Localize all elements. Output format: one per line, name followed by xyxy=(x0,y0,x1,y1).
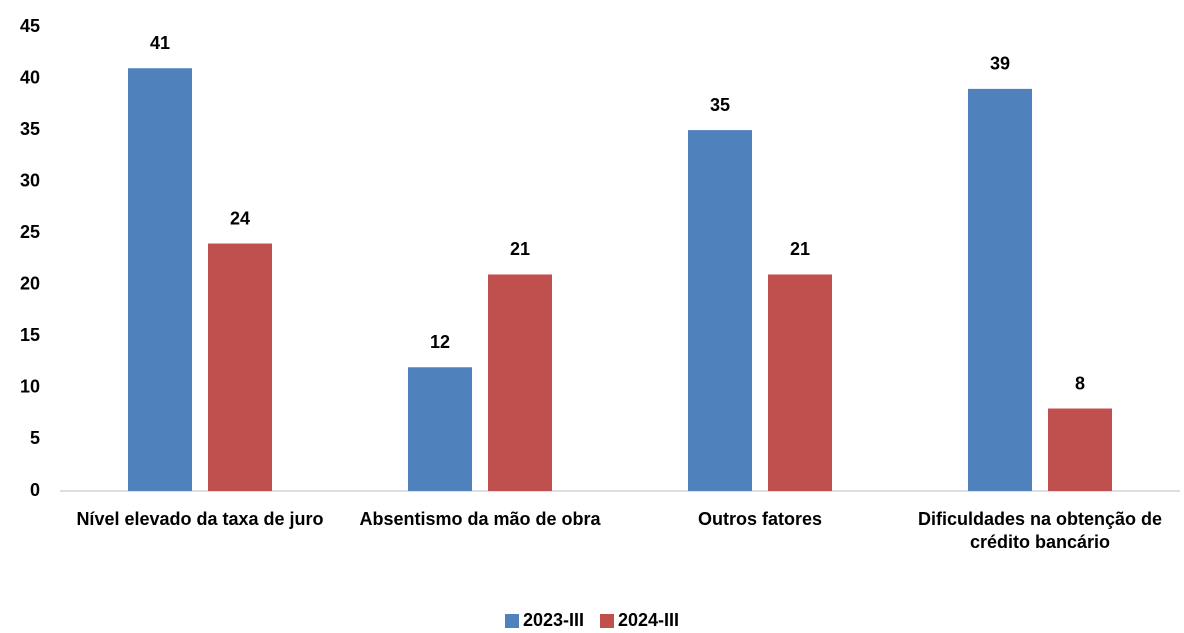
legend-swatch xyxy=(600,613,614,628)
value-label: 41 xyxy=(150,33,170,53)
bar xyxy=(128,68,192,491)
legend-item: 2023-III xyxy=(504,610,584,631)
x-tick-label: Nível elevado da taxa de juro xyxy=(76,509,324,529)
legend-item: 2024-III xyxy=(600,610,679,631)
bar xyxy=(768,274,832,491)
value-label: 12 xyxy=(430,332,450,352)
legend-label: 2024-III xyxy=(618,610,680,630)
x-tick-label: Dificuldades na obtenção de crédito banc… xyxy=(917,509,1163,552)
value-label: 35 xyxy=(710,95,730,115)
y-tick-label: 5 xyxy=(30,428,40,448)
y-tick-label: 20 xyxy=(20,274,40,294)
y-tick-label: 10 xyxy=(20,377,40,397)
legend-label: 2023-III xyxy=(522,610,584,630)
bar xyxy=(1048,408,1112,491)
value-label: 21 xyxy=(510,239,530,259)
y-tick-label: 45 xyxy=(20,16,40,36)
bar xyxy=(688,130,752,491)
value-label: 39 xyxy=(990,54,1010,74)
y-tick-label: 0 xyxy=(30,480,40,500)
x-tick-label: Outros fatores xyxy=(697,509,823,529)
value-label: 21 xyxy=(790,239,810,259)
value-label: 8 xyxy=(1075,373,1085,393)
bar xyxy=(408,367,472,491)
bar xyxy=(488,274,552,491)
y-tick-label: 25 xyxy=(20,222,40,242)
x-tick-label: Absentismo da mão de obra xyxy=(359,509,601,529)
y-tick-label: 15 xyxy=(20,325,40,345)
legend-swatch xyxy=(504,613,519,628)
legend: 2023-III 2024-III xyxy=(0,610,1184,631)
value-label: 24 xyxy=(230,208,250,228)
y-tick-label: 30 xyxy=(20,170,40,190)
bar xyxy=(968,88,1032,491)
y-tick-label: 40 xyxy=(20,67,40,87)
y-tick-label: 35 xyxy=(20,119,40,139)
bar xyxy=(208,243,272,491)
